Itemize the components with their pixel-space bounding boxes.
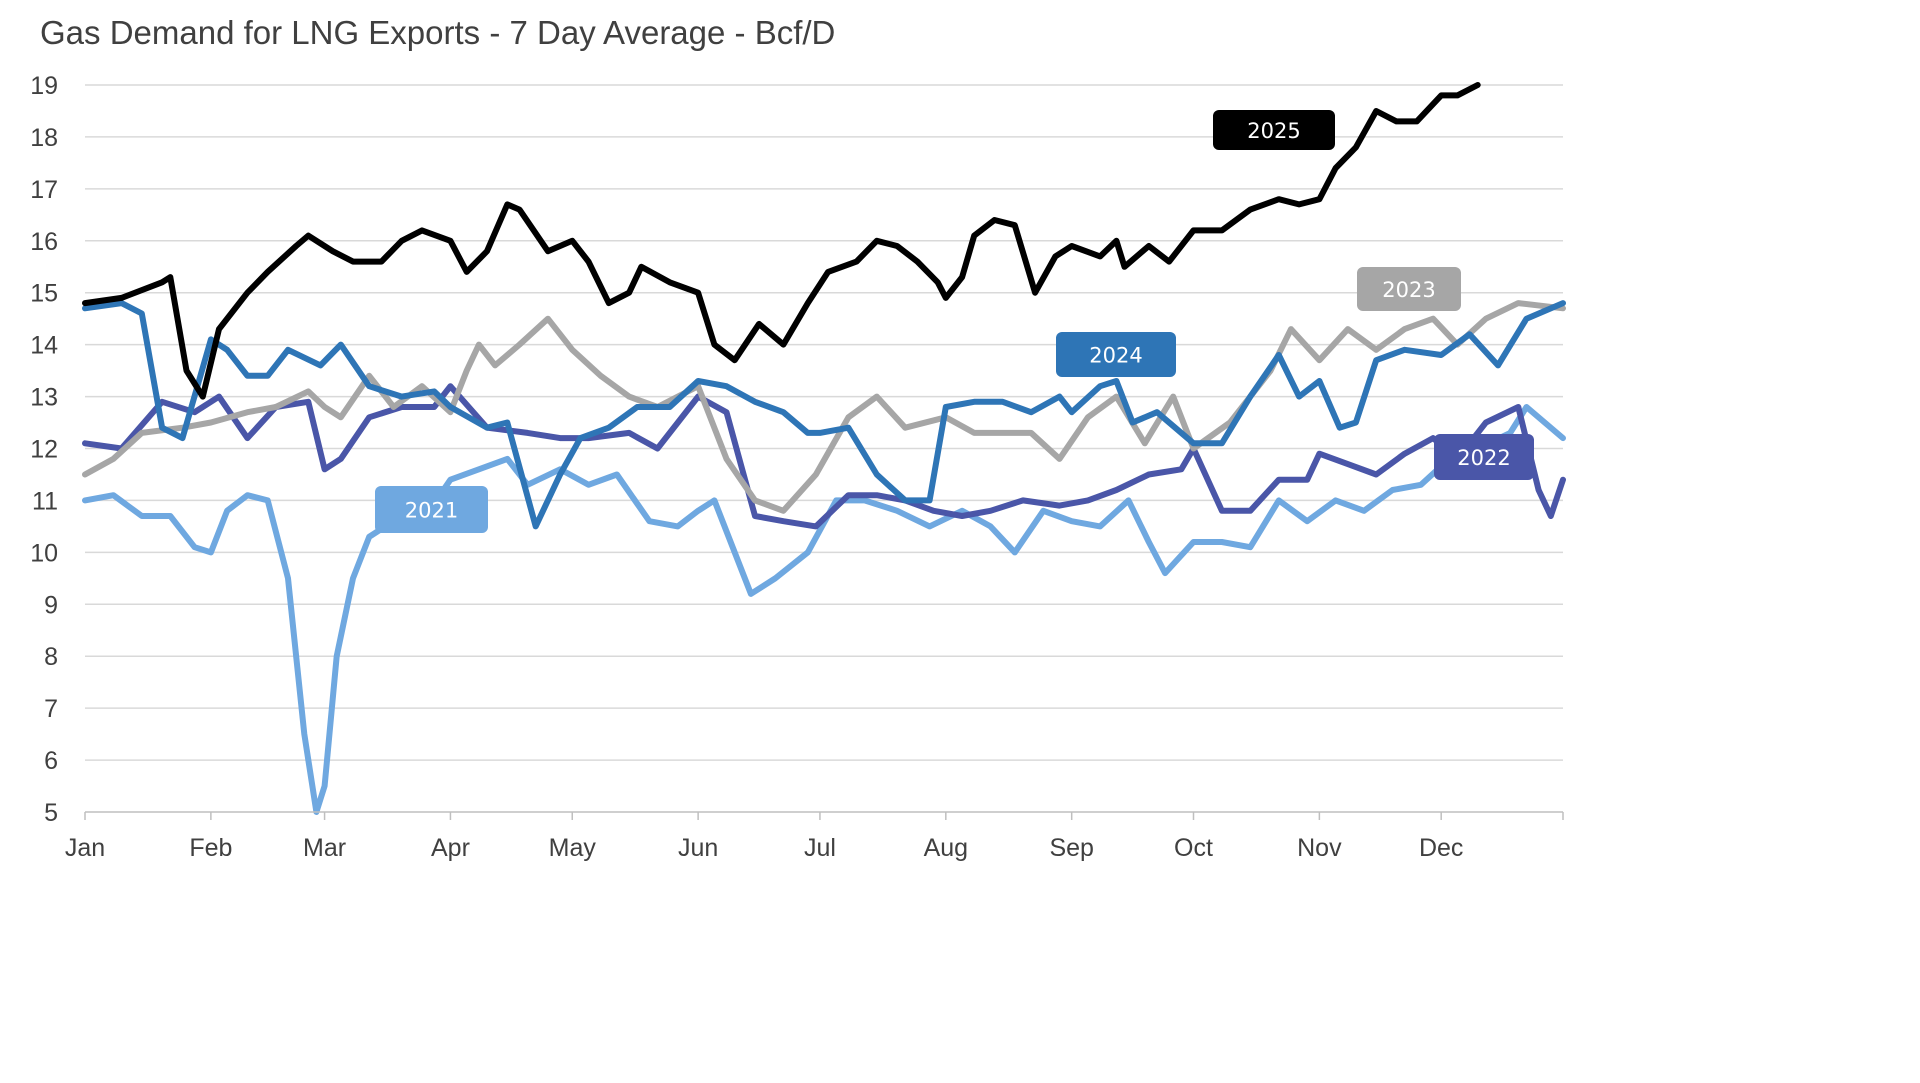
label-box <box>1357 267 1461 311</box>
x-tick-label: Dec <box>1419 834 1463 862</box>
x-tick-label: Mar <box>303 834 346 862</box>
y-tick-label: 13 <box>30 384 58 412</box>
label-box <box>1056 332 1176 377</box>
label-box <box>375 486 488 533</box>
label-text: 2024 <box>1089 344 1142 368</box>
x-tick-label: Apr <box>431 834 470 862</box>
y-tick-label: 17 <box>30 176 58 204</box>
x-tick-label: May <box>549 834 597 862</box>
series-line-2024 <box>82 300 1566 530</box>
y-tick-label: 10 <box>30 539 58 567</box>
y-tick-label: 18 <box>30 124 58 152</box>
series-line-2025 <box>82 82 1481 400</box>
x-tick-label: Jan <box>65 834 105 862</box>
series-label-2023: 2023 <box>1357 267 1461 311</box>
series-label-2021: 2021 <box>375 486 488 533</box>
label-box <box>1213 110 1335 150</box>
series-line-2023 <box>82 300 1566 514</box>
x-tick-label: Nov <box>1297 834 1342 862</box>
y-tick-label: 6 <box>44 747 58 775</box>
y-tick-label: 9 <box>44 591 58 619</box>
series-label-2024: 2024 <box>1056 332 1176 377</box>
series-line-2021 <box>82 404 1566 815</box>
y-tick-label: 14 <box>30 332 58 360</box>
label-text: 2022 <box>1457 446 1510 470</box>
series-line-2022 <box>82 383 1566 530</box>
label-text: 2021 <box>405 499 458 523</box>
y-tick-label: 7 <box>44 695 58 723</box>
y-tick-label: 11 <box>32 487 58 515</box>
y-tick-label: 19 <box>30 72 58 100</box>
label-box <box>1434 434 1534 480</box>
y-tick-label: 16 <box>30 228 58 256</box>
x-tick-label: Aug <box>924 834 968 862</box>
chart-title: Gas Demand for LNG Exports - 7 Day Avera… <box>40 14 835 51</box>
x-tick-label: Sep <box>1049 834 1093 862</box>
series-label-2025: 2025 <box>1213 110 1335 150</box>
label-text: 2025 <box>1247 119 1300 143</box>
y-tick-label: 8 <box>44 643 58 671</box>
label-text: 2023 <box>1382 278 1435 302</box>
y-tick-label: 5 <box>44 799 58 827</box>
x-tick-label: Feb <box>189 834 232 862</box>
y-tick-label: 15 <box>30 280 58 308</box>
x-tick-label: Jul <box>804 834 836 862</box>
y-tick-label: 12 <box>30 436 58 464</box>
series-label-2022: 2022 <box>1434 434 1534 480</box>
x-tick-label: Jun <box>678 834 718 862</box>
x-tick-label: Oct <box>1174 834 1213 862</box>
